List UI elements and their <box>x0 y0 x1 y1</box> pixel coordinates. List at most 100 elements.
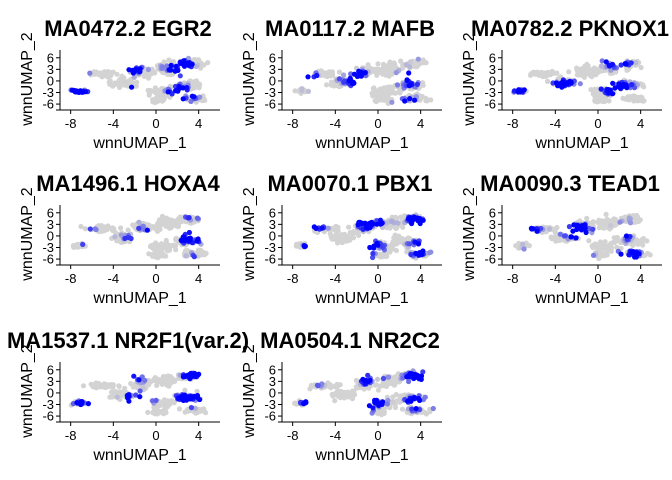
panel-title: MA0472.2 EGR2 <box>44 16 212 41</box>
scatter-point <box>629 82 635 88</box>
scatter-point <box>390 399 396 405</box>
x-tick-label: 4 <box>637 271 644 286</box>
scatter-point <box>406 82 413 89</box>
y-axis-title: wnnUMAP_2 <box>19 32 36 126</box>
scatter-point <box>590 226 596 232</box>
y-axis-title: wnnUMAP_2 <box>19 187 36 281</box>
scatter-point <box>417 250 423 256</box>
scatter-point <box>389 241 395 247</box>
x-tick-label: -8 <box>287 116 299 131</box>
scatter-point <box>414 81 420 87</box>
scatter-point <box>430 405 436 412</box>
scatter-point <box>169 91 175 97</box>
scatter-point <box>162 399 168 405</box>
scatter-point <box>623 61 629 67</box>
scatter-point <box>163 374 169 380</box>
scatter-point <box>374 221 380 227</box>
chart-panel: -8 -4 0 4-6-3036wnnUMAP_1wnnUMAP_2MA1496.1 … <box>19 171 220 307</box>
scatter-point <box>514 242 521 249</box>
scatter-point <box>186 229 192 236</box>
scatter-point <box>409 220 415 227</box>
scatter-point <box>554 224 560 231</box>
y-tick-label: 0 <box>47 228 54 243</box>
x-tick-label: -8 <box>287 271 299 286</box>
scatter-point <box>351 71 358 77</box>
y-tick-label: 0 <box>47 385 54 400</box>
x-axis-title: wnnUMAP_1 <box>92 447 186 464</box>
scatter-point <box>136 225 142 231</box>
scatter-point <box>583 229 589 236</box>
y-tick-label: 3 <box>47 62 54 77</box>
scatter-point <box>134 79 140 85</box>
scatter-point <box>422 394 428 400</box>
x-axis-title: wnnUMAP_1 <box>314 135 408 152</box>
x-tick-label: 0 <box>374 428 381 443</box>
scatter-point <box>423 98 429 104</box>
scatter-point <box>98 228 104 234</box>
scatter-point <box>356 232 362 238</box>
scatter-point <box>126 67 132 73</box>
scatter-point <box>313 225 319 231</box>
scatter-point <box>154 225 160 231</box>
y-axis-title: wnnUMAP_2 <box>19 344 36 438</box>
scatter-point <box>322 73 328 79</box>
scatter-point <box>546 226 552 232</box>
scatter-point <box>112 234 118 240</box>
scatter-point <box>347 75 353 81</box>
y-tick-label: 3 <box>269 374 276 389</box>
scatter-point <box>421 60 427 66</box>
scatter-point <box>559 82 565 88</box>
scatter-point <box>618 251 624 257</box>
y-tick-label: 3 <box>489 62 496 77</box>
scatter-point <box>380 97 386 103</box>
x-tick-label: -4 <box>330 116 342 131</box>
scatter-point <box>159 92 165 98</box>
scatter-point <box>195 236 201 242</box>
scatter-point <box>521 246 527 252</box>
scatter-point <box>534 228 540 234</box>
x-tick-label: 4 <box>417 271 424 286</box>
x-tick-label: 0 <box>152 428 159 443</box>
x-tick-label: -4 <box>550 116 562 131</box>
scatter-point <box>178 215 184 221</box>
y-axis-title: wnnUMAP_2 <box>241 32 258 126</box>
x-tick-label: 4 <box>195 271 202 286</box>
x-tick-label: -8 <box>65 428 77 443</box>
scatter-point <box>570 228 576 234</box>
scatter-point <box>557 231 563 237</box>
scatter-points <box>511 58 647 105</box>
scatter-point <box>566 224 573 230</box>
scatter-point <box>373 99 379 105</box>
scatter-point <box>590 219 596 225</box>
scatter-point <box>175 223 181 229</box>
scatter-point <box>140 385 147 391</box>
scatter-point <box>395 240 401 246</box>
scatter-points <box>293 212 434 261</box>
scatter-point <box>357 219 363 225</box>
scatter-point <box>129 84 135 90</box>
scatter-point <box>407 96 413 102</box>
scatter-point <box>185 60 191 66</box>
scatter-point <box>329 72 335 78</box>
scatter-point <box>380 61 387 67</box>
scatter-point <box>133 392 139 398</box>
scatter-point <box>78 223 84 230</box>
x-tick-label: 4 <box>195 116 202 131</box>
scatter-point <box>180 234 186 240</box>
scatter-point <box>336 76 342 82</box>
panel-title: MA0782.2 PKNOX1 <box>471 16 669 41</box>
x-axis-title: wnnUMAP_1 <box>534 135 628 152</box>
scatter-point <box>618 62 624 68</box>
scatter-point <box>388 61 394 67</box>
scatter-point <box>192 56 198 63</box>
y-tick-label: -6 <box>264 97 276 112</box>
scatter-point <box>603 211 609 217</box>
scatter-point <box>387 90 393 96</box>
scatter-point <box>80 241 86 247</box>
y-tick-label: -6 <box>42 252 54 267</box>
scatter-point <box>75 89 81 95</box>
scatter-point <box>428 97 434 103</box>
scatter-points <box>292 368 436 418</box>
scatter-point <box>116 383 122 389</box>
scatter-point <box>623 233 630 239</box>
